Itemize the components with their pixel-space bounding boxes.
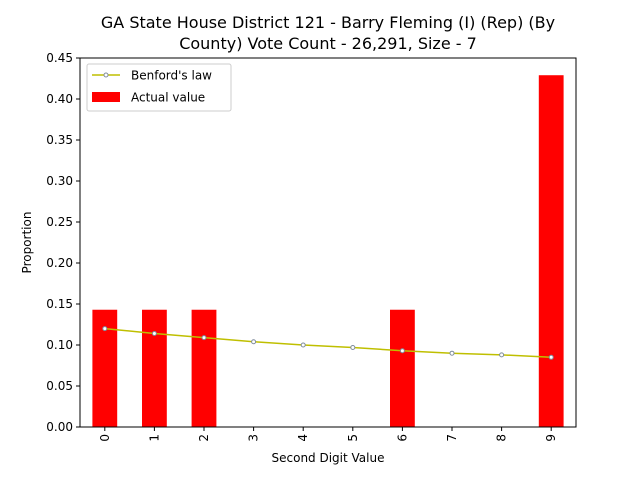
legend-benford-label: Benford's law xyxy=(131,69,212,83)
x-tick-label-1: 1 xyxy=(147,434,161,442)
legend-box xyxy=(86,63,232,112)
legend-actual-swatch xyxy=(92,92,120,102)
benford-point-3 xyxy=(251,339,257,345)
y-tick-label-8: 0.40 xyxy=(46,92,73,106)
x-tick-label-8: 8 xyxy=(495,434,509,442)
plot-frame xyxy=(79,57,577,428)
legend: Benford's law Actual value xyxy=(86,63,232,112)
legend-benford-marker xyxy=(103,72,109,78)
y-tick-label-2: 0.10 xyxy=(46,338,73,352)
chart-title-line-1: GA State House District 121 - Barry Flem… xyxy=(101,13,555,32)
benford-point-5 xyxy=(350,344,356,350)
y-tick-label-0: 0.00 xyxy=(46,420,73,434)
bar-2 xyxy=(191,309,217,427)
x-tick-label-7: 7 xyxy=(445,434,459,442)
benford-point-9 xyxy=(548,354,554,360)
chart-title-line-2: County) Vote Count - 26,291, Size - 7 xyxy=(179,34,477,53)
benford-line-group xyxy=(102,326,554,360)
x-axis: 0 1 2 3 4 5 6 7 8 9 xyxy=(98,427,558,442)
y-tick-label-6: 0.30 xyxy=(46,174,73,188)
benford-point-0 xyxy=(102,326,108,332)
x-axis-label: Second Digit Value xyxy=(272,451,385,465)
benford-point-6 xyxy=(399,348,405,354)
benford-point-2 xyxy=(201,335,207,341)
y-axis: 0.00 0.05 0.10 0.15 0.20 0.25 0.30 0.35 0.40 0.45 xyxy=(46,51,80,434)
x-tick-label-0: 0 xyxy=(98,434,112,442)
x-tick-label-2: 2 xyxy=(197,434,211,442)
legend-actual-label: Actual value xyxy=(131,91,205,105)
x-tick-label-4: 4 xyxy=(296,434,310,442)
benford-line xyxy=(104,327,552,359)
benford-point-4 xyxy=(300,342,306,348)
benford-point-1 xyxy=(151,331,157,337)
benford-point-8 xyxy=(499,352,505,358)
x-tick-label-9: 9 xyxy=(544,434,558,442)
x-tick-label-5: 5 xyxy=(346,434,360,442)
y-tick-label-4: 0.20 xyxy=(46,256,73,270)
x-tick-label-6: 6 xyxy=(395,434,409,442)
y-tick-label-3: 0.15 xyxy=(46,297,73,311)
bar-1 xyxy=(142,309,167,427)
y-axis-label: Proportion xyxy=(20,212,34,274)
bars-group xyxy=(92,75,564,427)
y-tick-label-1: 0.05 xyxy=(46,379,73,393)
y-tick-label-7: 0.35 xyxy=(46,133,73,147)
benford-point-7 xyxy=(449,350,455,356)
bar-6 xyxy=(390,309,415,427)
y-tick-label-9: 0.45 xyxy=(46,51,73,65)
x-tick-label-3: 3 xyxy=(247,434,261,442)
y-tick-label-5: 0.25 xyxy=(46,215,73,229)
bar-9 xyxy=(538,75,564,427)
